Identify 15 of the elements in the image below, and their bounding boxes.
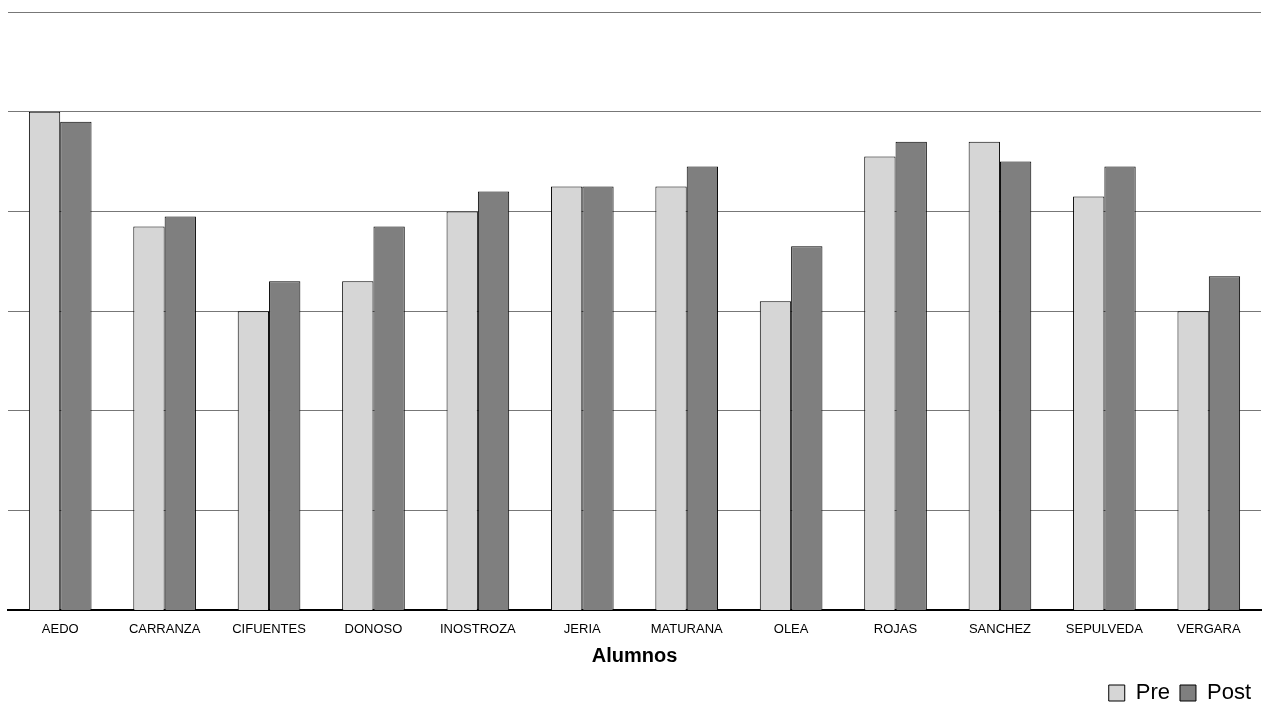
x-tick-label: ROJAS — [873, 620, 918, 636]
legend-label: Pre — [1135, 679, 1170, 705]
x-tick-label: CARRANZA — [128, 620, 201, 636]
x-tick-label: OLEA — [773, 620, 809, 636]
x-tick-label: SEPULVEDA — [1065, 620, 1144, 636]
x-tick-label: CIFUENTES — [232, 620, 307, 636]
x-axis-title: Alumnos — [591, 643, 678, 666]
x-tick-label: INOSTROZA — [439, 620, 517, 636]
x-tick-label: AEDO — [41, 620, 79, 636]
legend-label: Post — [1206, 679, 1252, 705]
x-tick-label: JERIA — [563, 620, 602, 636]
x-tick-label: VERGARA — [1177, 620, 1241, 636]
x-tick-label: MATURANA — [650, 620, 724, 636]
x-tick-label: SANCHEZ — [968, 620, 1032, 636]
x-tick-label: DONOSO — [344, 620, 403, 636]
